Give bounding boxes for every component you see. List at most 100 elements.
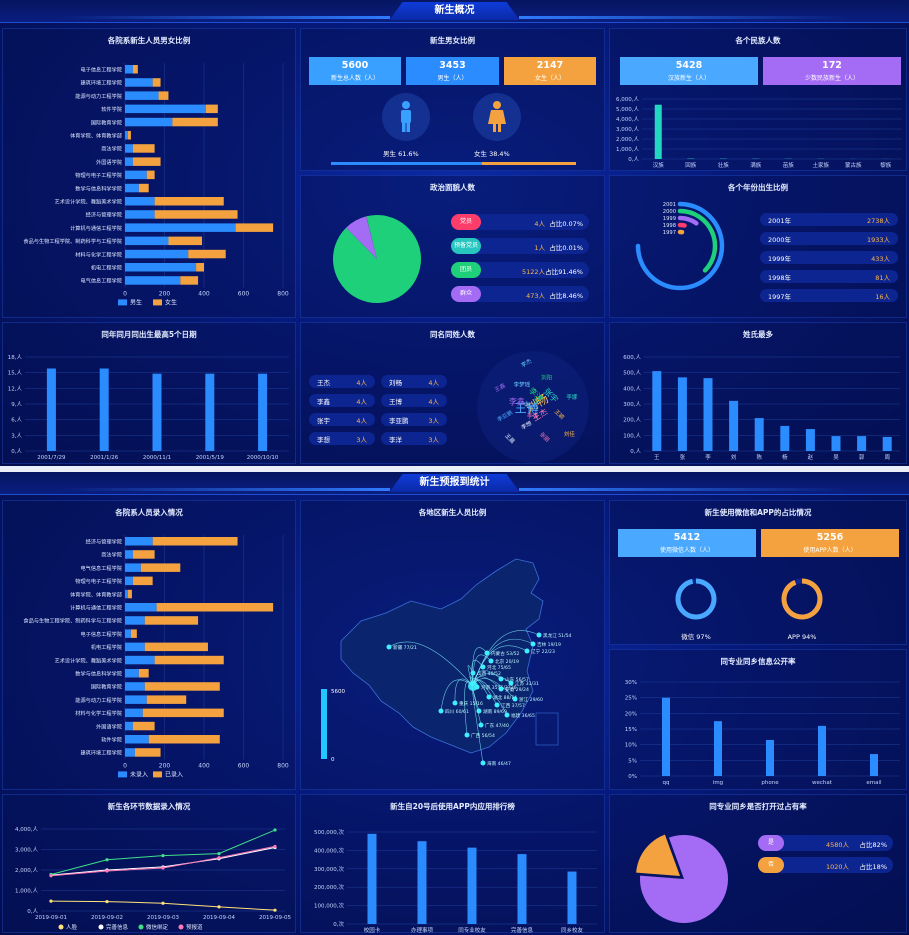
category-label: 艺术设计学院、舞蹈美术学院 — [55, 656, 123, 664]
series-point — [273, 828, 277, 832]
category-label: 数学与信息科学学院 — [75, 670, 123, 678]
item-count: 4580人 — [825, 841, 849, 849]
stat-han: 5428 汉族新生（人） — [620, 57, 758, 85]
bar — [99, 368, 109, 451]
open-item-no: 否 1020人 占比18% — [758, 857, 893, 873]
bar-segment — [132, 550, 155, 559]
category-label: 建筑环境工程学院 — [80, 79, 122, 87]
cloud-word: 张丽 — [538, 430, 552, 444]
bar-segment — [188, 249, 226, 259]
cloud-word: 王晨 — [503, 433, 516, 446]
cloud-word: 李梦瑶 — [514, 381, 531, 389]
legend-label: 微信绑定 — [146, 923, 169, 931]
political-item-party: 党员 4人 占比0.07% — [451, 214, 589, 230]
bar-segment — [127, 131, 131, 140]
category-label: 商法学院 — [101, 145, 123, 153]
bar-segment — [125, 78, 153, 87]
y-tick-label: 20% — [625, 711, 637, 717]
x-tick-label: 刘 — [731, 453, 737, 461]
cloud-word: 王鑫 — [493, 381, 507, 394]
ratio-bar-male — [331, 162, 482, 165]
region-label: 江西 37/57 — [501, 702, 525, 709]
panel-birth-year: 各个年份出生比例 2001 2000 1999 1998 1997 2001年 2738人… — [609, 175, 907, 318]
bar — [714, 721, 722, 776]
panel-gender-ratio: 新生男女比例 5600 新生总人数（人） 3453 男生（人） 2147 女生（… — [300, 28, 605, 171]
cloud-word: 李鑫 — [509, 396, 525, 406]
bar-segment — [125, 629, 131, 638]
x-tick-label: 2019-09-05 — [259, 915, 291, 921]
pie-slice — [636, 834, 681, 876]
y-tick-label: 15,人 — [8, 370, 23, 377]
y-tick-label: 2,000,人 — [616, 136, 639, 143]
region-label: 河南 3576/3726 — [481, 684, 517, 691]
bar — [652, 371, 662, 451]
bar — [567, 871, 577, 924]
bar-segment — [152, 537, 238, 546]
y-tick-label: 10% — [625, 743, 637, 749]
panel-app-rank: 新生自20号后使用APP内应用排行榜 0,次 100,000,次 200,000,次… — [300, 794, 605, 934]
y-tick-label: 100,000,次 — [314, 902, 344, 910]
birth-row: 1999年 433人 — [760, 251, 898, 264]
x-tick-label: img — [713, 780, 723, 786]
category-label: 外国语学院 — [96, 722, 123, 730]
x-tick-label: 0 — [123, 290, 127, 297]
y-tick-label: 500,人 — [623, 370, 641, 377]
same-name-row: 张宇 4人 — [309, 413, 375, 426]
bar-segment — [140, 563, 181, 572]
male-icon — [401, 101, 411, 132]
panel-entry-by-college: 各院系人员录入情况 0 200 400 600 800 经济与管理学院 商法学院 电气信息工程… — [2, 500, 296, 790]
bar-segment — [125, 616, 145, 625]
flow-line — [472, 645, 528, 687]
scale-bar — [321, 689, 327, 759]
category-label: 能源与动力工程学院 — [75, 696, 123, 704]
x-tick-label: 汉族 — [653, 161, 665, 169]
y-tick-label: 400,人 — [623, 385, 641, 392]
cloud-word: 李想 — [520, 419, 534, 432]
bar-segment — [125, 276, 181, 285]
series-point — [273, 908, 277, 912]
region-label: 浙江 29/60 — [519, 696, 543, 703]
bar — [467, 847, 477, 924]
chart-political-pie — [333, 215, 421, 303]
bar-segment — [127, 589, 132, 599]
cloud-word: 李娜 — [566, 393, 578, 401]
bar-segment — [125, 183, 139, 193]
y-tick-label: 0,次 — [333, 920, 344, 928]
series-point — [161, 901, 165, 905]
category-label: 材料与化学工程学院 — [75, 250, 123, 258]
region-label: 重庆 15/16 — [459, 700, 483, 707]
category-label: 电子信息工程学院 — [80, 66, 122, 74]
y-tick-label: 3,人 — [11, 432, 22, 439]
panel-title: 同专业同乡是否打开过占有率 — [709, 802, 807, 811]
region-label: 河北 75/65 — [487, 664, 511, 671]
chart-privacy: 0% 5% 10% 15% 20% 25% 30% qq img phone wechat email — [625, 680, 900, 786]
category-label: 计算机与通信工程学院 — [70, 604, 123, 612]
female-label: 女生 38.4% — [474, 149, 510, 158]
y-tick-label: 200,人 — [623, 417, 641, 424]
row-name: 刘畅 — [389, 379, 402, 387]
x-tick-label: 2001/5/19 — [196, 455, 225, 461]
region-point — [464, 732, 470, 738]
x-tick-label: 陈 — [756, 453, 762, 461]
item-pct: 占比91.46% — [545, 268, 583, 276]
cloud-word: 李亚鹏 — [496, 408, 515, 423]
category-label: 软件学院 — [101, 736, 123, 744]
usage-ring-fill — [675, 578, 717, 620]
bar-segment — [172, 117, 218, 127]
same-name-row: 李洋 3人 — [381, 432, 447, 445]
region-label: 广东 47/40 — [485, 722, 509, 729]
bar-segment — [125, 748, 135, 757]
x-tick-label: 2019-09-03 — [147, 915, 179, 921]
row-count: 81人 — [875, 274, 890, 282]
row-count: 1933人 — [866, 236, 890, 244]
birth-row: 2001年 2738人 — [760, 213, 898, 226]
x-tick-label: 赵 — [808, 453, 814, 461]
row-name: 王杰 — [317, 379, 330, 387]
region-point — [508, 680, 514, 686]
x-tick-label: 同乡校友 — [561, 926, 584, 934]
y-tick-label: 1,000,人 — [15, 888, 38, 895]
y-tick-label: 100,人 — [623, 432, 641, 439]
bar-segment — [144, 616, 199, 625]
bar — [367, 833, 377, 924]
